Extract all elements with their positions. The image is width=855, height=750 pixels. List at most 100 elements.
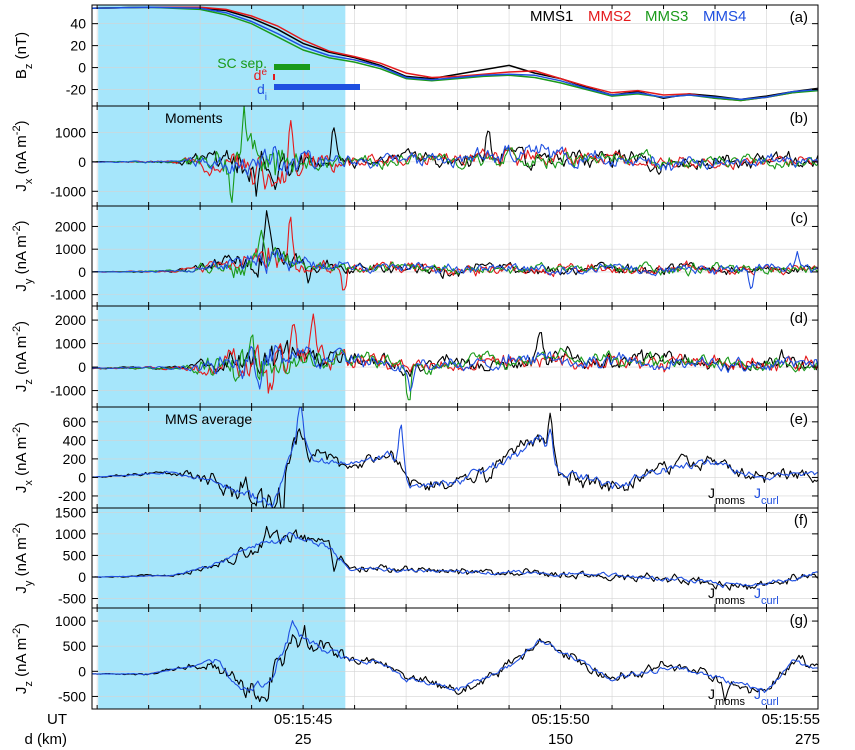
panel-e-series <box>92 407 818 508</box>
y-tick-label: 1000 <box>55 613 86 629</box>
y-axis-label-main: J <box>13 687 30 695</box>
y-axis-label-exponent: -2 <box>11 326 23 336</box>
gridlines <box>92 5 819 709</box>
panel-b-series <box>92 106 818 203</box>
panel-tag: (a) <box>790 9 808 26</box>
y-tick-label: 600 <box>63 414 87 430</box>
y-axis-label-sub: x <box>23 178 35 184</box>
panel-tag: (d) <box>790 310 808 327</box>
y-axis-label-close: ) <box>13 220 30 225</box>
y-axis-label: Jx (nA m-2) <box>11 422 35 493</box>
legend-j-moms-sub: moms <box>715 495 745 507</box>
legend-j-moms: Jmoms <box>708 585 745 607</box>
y-axis-label-exponent: -2 <box>11 427 23 437</box>
y-axis-label-close: ) <box>13 623 30 628</box>
y-axis-label-sub: x <box>23 480 35 486</box>
series-line-mms1 <box>92 6 818 101</box>
y-axis-label-main: B <box>13 69 30 79</box>
y-axis-label-exponent: -2 <box>11 125 23 135</box>
series-line-mms4 <box>92 248 818 290</box>
y-tick-label: -1000 <box>50 183 86 199</box>
legend-j-moms: Jmoms <box>708 686 745 708</box>
y-tick-label: 500 <box>63 547 87 563</box>
y-axis-label: Jy (nA m-2) <box>11 220 35 291</box>
scale-bar <box>274 84 360 90</box>
legend-entry-mms2: MMS2 <box>588 8 631 25</box>
legend-j-curl: Jcurl <box>754 585 779 607</box>
y-axis-label-unit: (nA m <box>13 638 30 681</box>
y-axis-label-close: ) <box>13 321 30 326</box>
x-axis-title-d: d (km) <box>25 731 68 748</box>
scale-bar-label-sup: e <box>261 67 267 78</box>
y-axis-label-main: J <box>13 586 30 594</box>
y-tick-label: 0 <box>78 60 86 76</box>
scale-bar-label: de <box>254 67 268 84</box>
series-line-j-curl <box>92 620 818 694</box>
legend-j-curl-main: J <box>754 686 761 702</box>
series-line-j-moms <box>92 412 818 508</box>
series-line-j-curl <box>92 531 818 589</box>
y-axis-label: Jx (nA m-2) <box>11 120 35 191</box>
y-axis-label-sub: z <box>23 379 35 385</box>
x-tick-label-ut: 05:15:50 <box>531 711 589 728</box>
series-line-mms3 <box>92 334 818 401</box>
panel-annotation: Moments <box>165 110 223 126</box>
x-tick-label-d: 150 <box>548 731 573 748</box>
y-axis-label-close: ) <box>13 422 30 427</box>
panel-a-series <box>92 6 818 102</box>
x-tick-label-ut: 05:15:45 <box>274 711 332 728</box>
y-axis-label-main: J <box>13 385 30 393</box>
y-axis-label-main: J <box>13 284 30 292</box>
y-axis-label-unit: (nA m <box>13 135 30 178</box>
legend-j-curl: Jcurl <box>754 485 779 507</box>
series-line-j-curl <box>92 407 818 508</box>
y-tick-label: 20 <box>70 38 86 54</box>
y-tick-label: 0 <box>78 154 86 170</box>
y-tick-label: -200 <box>58 488 86 504</box>
legend-j-curl-main: J <box>754 585 761 601</box>
panel-c-series <box>92 210 818 291</box>
legend-j-moms-sub: moms <box>715 595 745 607</box>
legend-j-moms-main: J <box>708 585 715 601</box>
legend-j-curl-main: J <box>754 485 761 501</box>
y-axis-label-unit: (nA m <box>13 235 30 278</box>
y-axis-label-sub: y <box>23 580 35 586</box>
legend-j-moms-main: J <box>708 686 715 702</box>
y-axis-label-exponent: -2 <box>11 628 23 638</box>
legend-j-curl-sub: curl <box>761 595 779 607</box>
y-axis-label-unit: (nA m <box>13 537 30 580</box>
y-tick-label: 0 <box>78 569 86 585</box>
y-tick-label: 0 <box>78 264 86 280</box>
x-tick-label-ut: 05:15:55 <box>762 711 820 728</box>
y-tick-label: 0 <box>78 663 86 679</box>
y-axis-label: Jy (nA m-2) <box>11 522 35 593</box>
y-tick-label: 1000 <box>55 124 86 140</box>
y-tick-label: 1000 <box>55 241 86 257</box>
y-axis-label: Bz (nT) <box>13 32 35 79</box>
legend-j-curl-sub: curl <box>761 495 779 507</box>
panel-d-series <box>92 313 818 401</box>
y-axis-label-sub: y <box>23 278 35 284</box>
legend-j-moms-main: J <box>708 485 715 501</box>
panel-frame <box>91 607 819 710</box>
y-tick-label: 0 <box>78 359 86 375</box>
legend-j-moms: Jmoms <box>708 485 745 507</box>
series-line-mms4 <box>92 143 818 176</box>
y-tick-label: 0 <box>78 469 86 485</box>
y-tick-label: -20 <box>66 82 86 98</box>
series-line-mms4 <box>92 344 818 392</box>
y-tick-label: -500 <box>58 591 86 607</box>
y-tick-label: 1000 <box>55 336 86 352</box>
scale-bar-label-main: SC sep. <box>217 55 267 71</box>
y-tick-label: -1000 <box>50 287 86 303</box>
y-tick-label: 1000 <box>55 526 86 542</box>
y-axis-label: Jz (nA m-2) <box>11 321 35 392</box>
y-tick-label: 500 <box>63 638 87 654</box>
y-axis-label-sub: z <box>23 64 35 70</box>
legend-j-moms-sub: moms <box>715 696 745 708</box>
legend-entry-mms3: MMS3 <box>645 8 688 25</box>
panel-tag: (c) <box>791 210 809 227</box>
series-line-mms3 <box>92 229 818 279</box>
panel-annotation: MMS average <box>165 411 252 427</box>
